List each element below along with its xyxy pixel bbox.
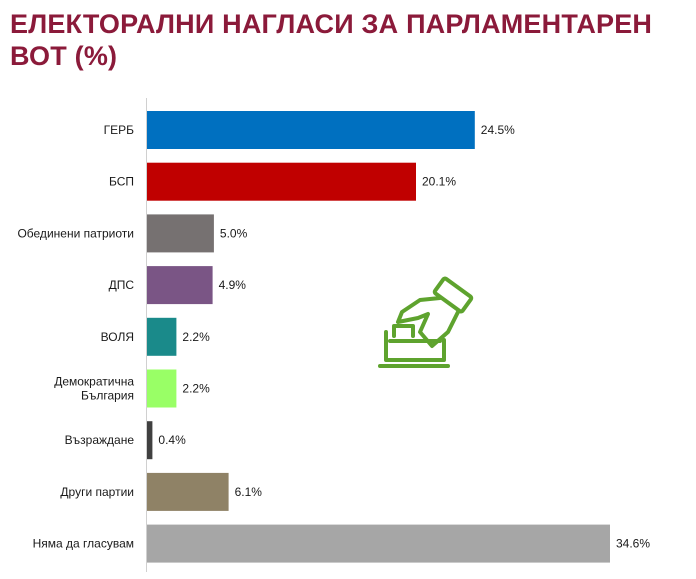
category-label-line: Обединени патриоти bbox=[17, 226, 134, 240]
bar-7 bbox=[147, 421, 153, 460]
value-label-3: 5.0% bbox=[220, 226, 248, 240]
category-label-line: ГЕРБ bbox=[104, 123, 135, 137]
category-label-4: ДПС bbox=[109, 278, 135, 292]
bar-2 bbox=[147, 162, 416, 201]
category-label-line: ДПС bbox=[109, 278, 135, 292]
bars-layer: 24.5% ГЕРБ 20.1% БСП 5.0% Обединени патриоти 4… bbox=[17, 111, 650, 563]
value-label-6: 2.2% bbox=[182, 382, 210, 396]
category-label-line: Други партии bbox=[60, 485, 134, 499]
category-label-line: БСП bbox=[109, 175, 134, 189]
category-label-line: Няма да гласувам bbox=[33, 537, 134, 551]
category-label-9: Няма да гласувам bbox=[33, 537, 134, 551]
bar-5 bbox=[147, 317, 177, 356]
page-title: ЕЛЕКТОРАЛНИ НАГЛАСИ ЗА ПАРЛАМЕНТАРЕН ВОТ… bbox=[10, 9, 653, 71]
category-label-5: ВОЛЯ bbox=[101, 330, 134, 344]
cuff-outline bbox=[432, 276, 474, 314]
category-label-line: България bbox=[81, 389, 134, 403]
bar-1 bbox=[147, 111, 475, 149]
category-label-line: ВОЛЯ bbox=[101, 330, 134, 344]
bar-3 bbox=[147, 214, 214, 253]
category-label-1: ГЕРБ bbox=[104, 123, 135, 137]
value-label-4: 4.9% bbox=[219, 278, 247, 292]
value-label-5: 2.2% bbox=[182, 330, 210, 344]
value-label-1: 24.5% bbox=[481, 123, 515, 137]
bar-8 bbox=[147, 472, 229, 511]
category-label-6: Демократична България bbox=[54, 375, 134, 403]
category-label-7: Възраждане bbox=[65, 433, 135, 447]
value-label-7: 0.4% bbox=[158, 433, 186, 447]
ballot-paper-outline bbox=[392, 324, 415, 338]
category-label-3: Обединени патриоти bbox=[17, 226, 134, 240]
ballot-box-outline bbox=[384, 330, 446, 362]
ballot-box-voting-icon bbox=[378, 276, 474, 368]
bar-9 bbox=[147, 524, 610, 563]
value-label-9: 34.6% bbox=[616, 537, 650, 551]
value-label-2: 20.1% bbox=[422, 175, 456, 189]
category-label-2: БСП bbox=[109, 175, 134, 189]
bar-6 bbox=[147, 369, 177, 408]
value-label-8: 6.1% bbox=[235, 485, 263, 499]
category-label-line: Възраждане bbox=[65, 433, 135, 447]
category-label-8: Други партии bbox=[60, 485, 134, 499]
bar-4 bbox=[147, 266, 213, 305]
category-label-line: Демократична bbox=[54, 375, 134, 389]
